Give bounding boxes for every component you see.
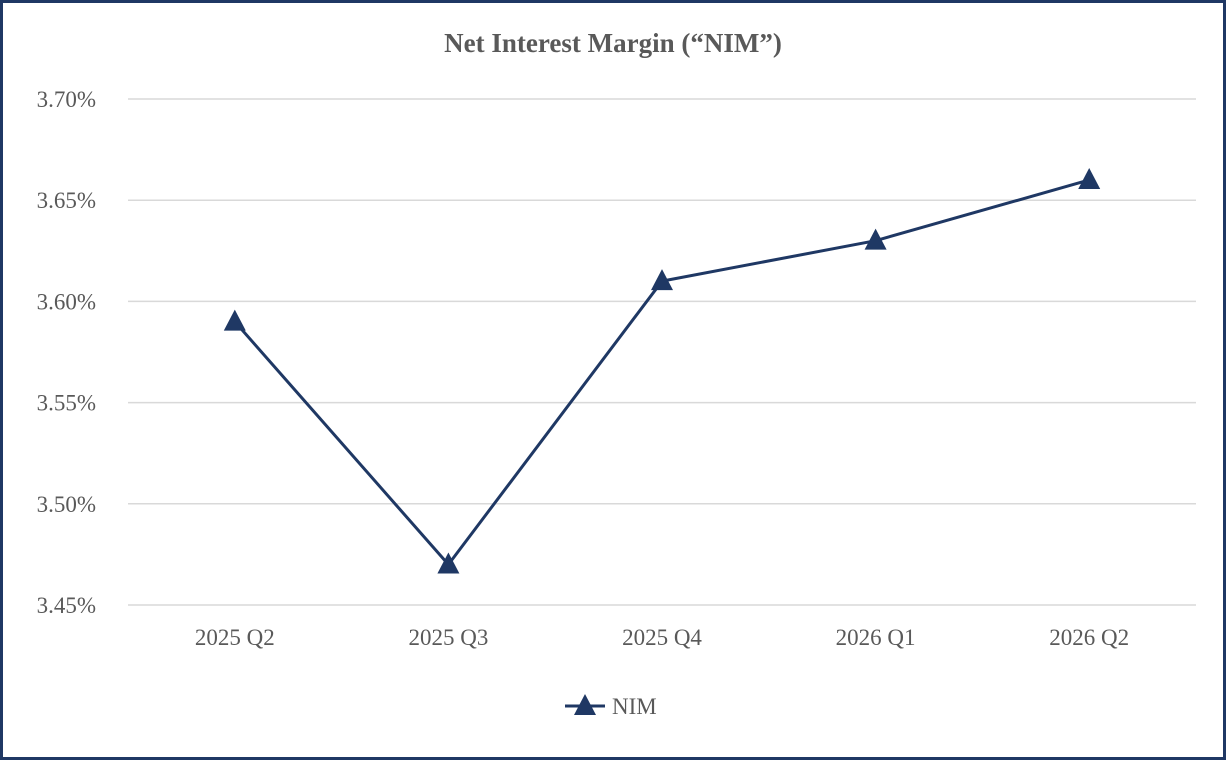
gridlines	[128, 98, 1196, 606]
x-tick-label: 2025 Q4	[622, 625, 702, 650]
y-tick-label: 3.70%	[37, 87, 96, 112]
x-tick-label: 2025 Q2	[195, 625, 275, 650]
legend: NIM	[565, 694, 657, 719]
legend-triangle-icon	[574, 694, 596, 715]
data-point-triangle	[864, 228, 887, 250]
y-tick-label: 3.55%	[37, 391, 96, 416]
y-tick-label: 3.60%	[37, 289, 96, 314]
y-axis-ticks: 3.45% 3.50% 3.55% 3.60% 3.65% 3.70%	[37, 87, 96, 618]
x-tick-label: 2026 Q2	[1049, 625, 1129, 650]
series-line	[233, 178, 1090, 567]
data-point-triangle	[223, 309, 246, 331]
series-nim	[223, 167, 1101, 574]
chart-title: Net Interest Margin (“NIM”)	[444, 28, 782, 58]
y-tick-label: 3.65%	[37, 188, 96, 213]
data-point-triangle	[437, 552, 460, 574]
data-point-triangle	[1078, 167, 1101, 189]
x-tick-label: 2026 Q1	[836, 625, 916, 650]
data-point-triangle	[651, 269, 673, 291]
x-tick-label: 2025 Q3	[408, 625, 488, 650]
x-axis-ticks: 2025 Q2 2025 Q3 2025 Q4 2026 Q1 2026 Q2	[195, 625, 1129, 650]
y-tick-label: 3.50%	[37, 492, 96, 517]
y-tick-label: 3.45%	[37, 593, 96, 618]
legend-label-nim: NIM	[612, 694, 657, 719]
